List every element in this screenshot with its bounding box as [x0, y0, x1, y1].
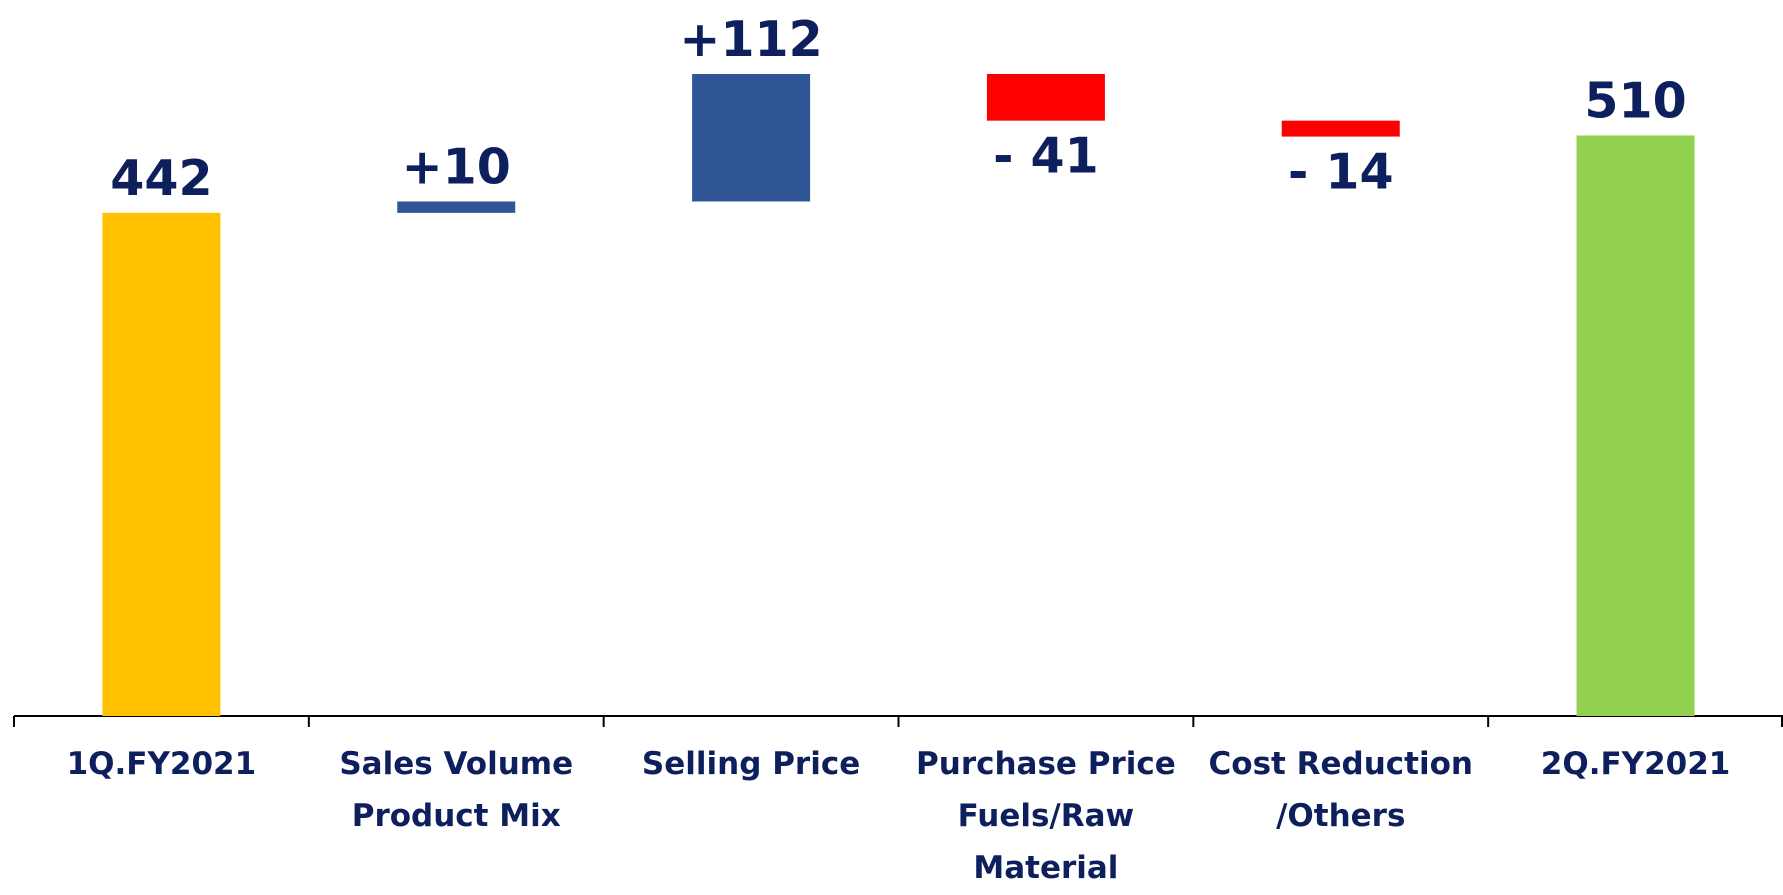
bar [102, 212, 221, 716]
value-label: - 41 [993, 128, 1099, 185]
bar [1281, 120, 1400, 137]
bar [397, 201, 516, 213]
value-label: +112 [679, 11, 822, 68]
x-tick-label: 1Q.FY2021 [66, 746, 257, 782]
bar [986, 73, 1105, 121]
x-tick-label: Purchase Price Fuels/Raw Material [916, 746, 1176, 886]
x-tick-label: 2Q.FY2021 [1540, 746, 1731, 782]
bar [692, 73, 811, 202]
value-label: - 14 [1288, 144, 1394, 201]
x-tick-label: Selling Price [641, 746, 861, 782]
value-label: +10 [402, 138, 511, 195]
bar [1576, 135, 1695, 716]
value-label: 442 [110, 150, 212, 207]
x-tick-label: Cost Reduction /Others [1208, 746, 1473, 834]
value-label: 510 [1584, 72, 1686, 129]
x-tick-label: Sales Volume Product Mix [339, 746, 574, 834]
